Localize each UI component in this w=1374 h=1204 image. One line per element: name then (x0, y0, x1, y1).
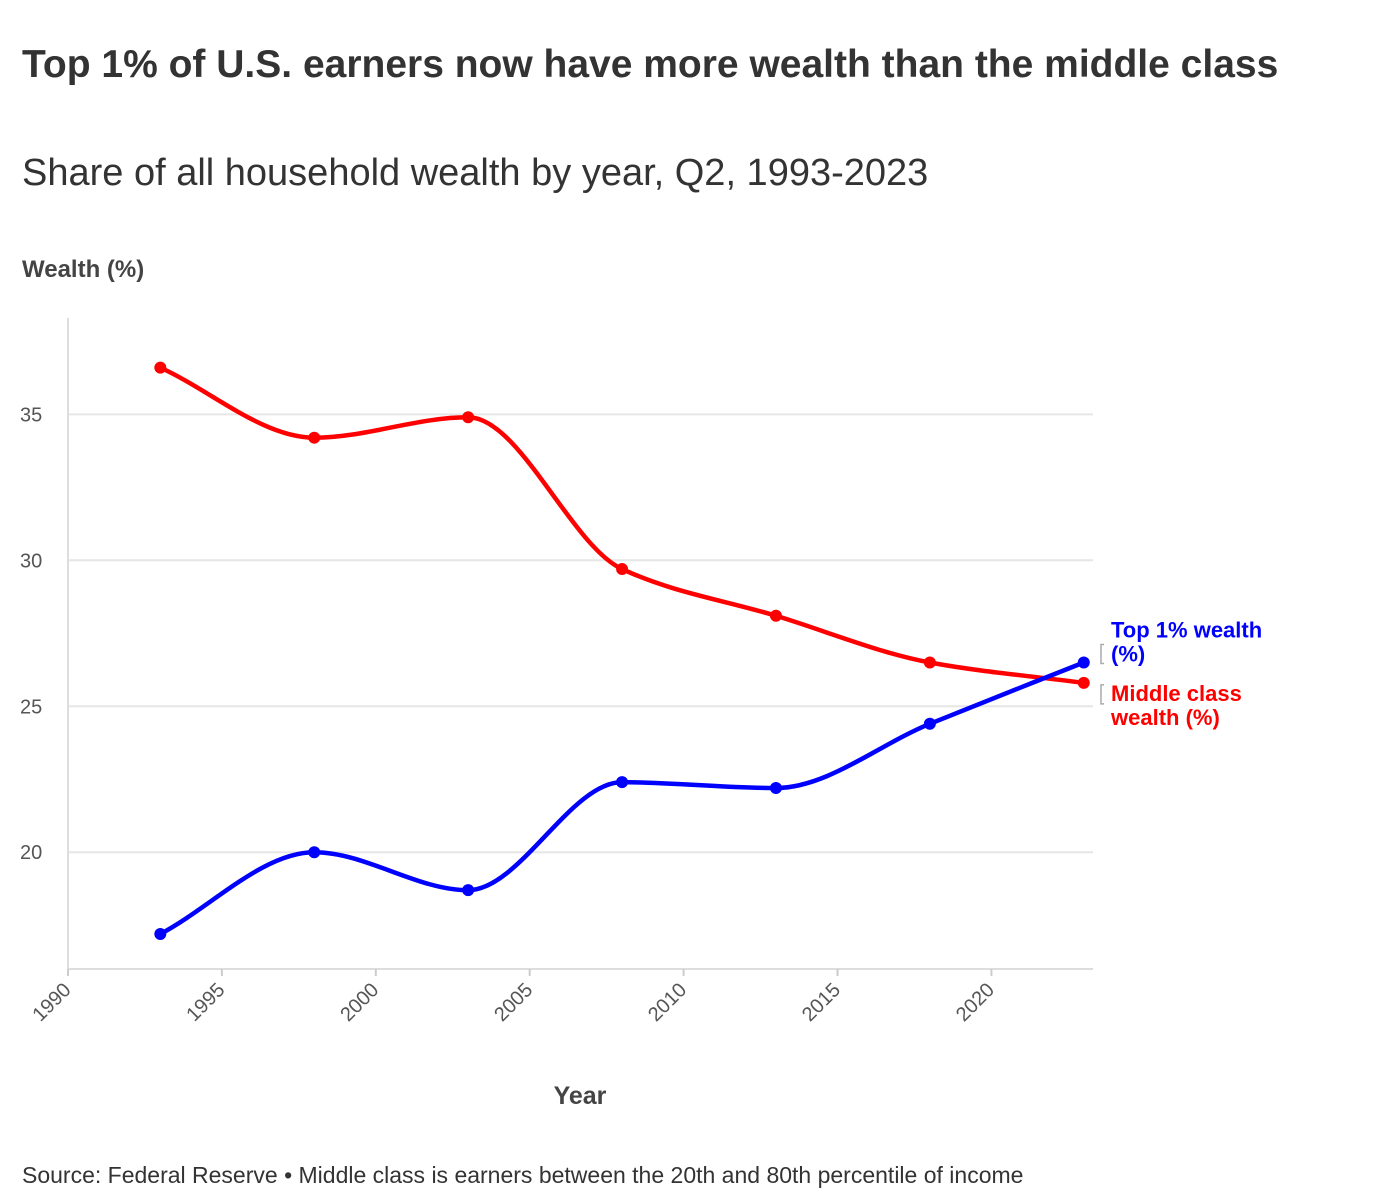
series-label-top-1: Top 1% wealth (%) (1111, 617, 1262, 666)
data-point-middle-class-2018 (923, 656, 936, 669)
x-tick-label-2020: 2020 (952, 979, 999, 1026)
data-point-top-1-2003 (462, 884, 475, 897)
label-connector-middle-class (1100, 684, 1104, 705)
y-tick-label-20: 20 (20, 842, 42, 864)
x-tick-label-2005: 2005 (490, 979, 537, 1026)
series-labels: Top 1% wealth (%) Middle class wealth (%) (1100, 617, 1262, 730)
chart-subtitle: Share of all household wealth by year, Q… (22, 152, 929, 194)
data-point-top-1-1993 (154, 927, 167, 940)
x-tick-label-1990: 1990 (29, 979, 76, 1026)
data-point-middle-class-1998 (308, 431, 321, 444)
data-point-middle-class-1993 (154, 361, 167, 374)
series-label-middle-class: Middle class wealth (%) (1110, 681, 1242, 730)
data-point-middle-class-2003 (462, 411, 475, 424)
data-point-middle-class-2008 (616, 563, 629, 576)
label-connector-top-1 (1100, 643, 1104, 665)
x-axis-title: Year (554, 1082, 607, 1110)
data-point-top-1-2008 (616, 776, 629, 789)
x-tick-label-1995: 1995 (182, 979, 229, 1026)
data-point-top-1-1998 (308, 846, 321, 859)
series-line-top-1 (158, 660, 1087, 937)
source-note: Source: Federal Reserve • Middle class i… (22, 1162, 1024, 1188)
x-tick-label-2010: 2010 (644, 979, 691, 1026)
x-tick-label-2000: 2000 (336, 979, 383, 1026)
chart-title: Top 1% of U.S. earners now have more wea… (22, 43, 1279, 86)
data-point-top-1-2023 (1077, 656, 1090, 669)
x-tick-label-2015: 2015 (798, 979, 845, 1026)
data-point-top-1-2013 (769, 782, 782, 795)
y-axis-title: Wealth (%) (22, 256, 145, 283)
y-tick-label-25: 25 (20, 696, 42, 718)
data-point-middle-class-2023 (1077, 676, 1090, 689)
series-lines (154, 361, 1090, 940)
y-tick-label-35: 35 (20, 404, 42, 426)
gridlines (68, 413, 1093, 854)
data-point-top-1-2018 (923, 717, 936, 730)
data-point-middle-class-2013 (769, 609, 782, 622)
y-tick-label-30: 30 (20, 550, 42, 572)
